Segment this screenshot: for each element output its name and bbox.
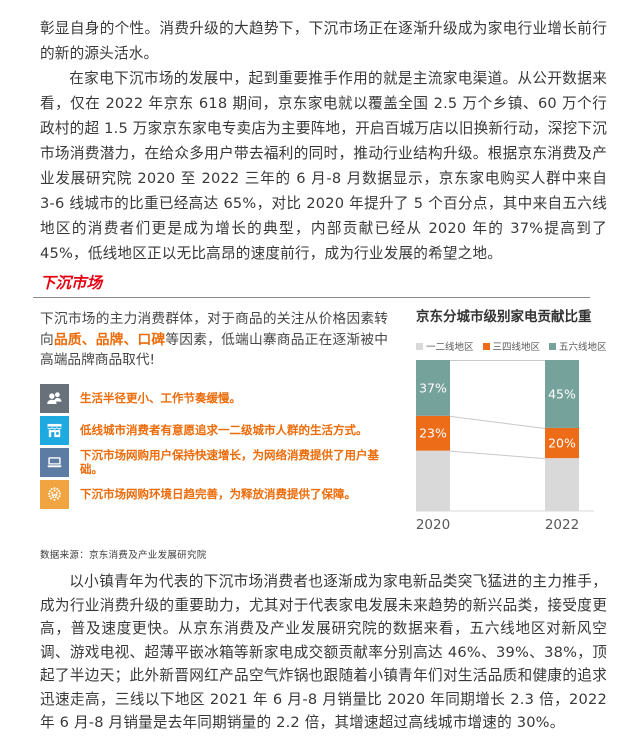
paragraph-2: 在家电下沉市场的发展中，起到重要推手作用的就是主流家电渠道。从公开数据来看，仅在… <box>40 70 607 262</box>
bullet-text: 下沉市场网购用户保持快速增长，为网络消费提供了用户基础。 <box>80 448 379 476</box>
bullet-row: 下沉市场网购用户保持快速增长，为网络消费提供了用户基础。 <box>40 447 388 477</box>
legend-label: 一二线地区 <box>426 342 474 353</box>
x-axis-label: 2022 <box>545 517 579 533</box>
legend-label: 五六线地区 <box>559 342 607 353</box>
chart-plot: 23% 37% 2020 20% 45% 2022 <box>416 360 594 533</box>
bar-segment-label: 23% <box>419 426 447 441</box>
people-icon <box>40 383 69 413</box>
bar-segment-label: 45% <box>548 386 576 401</box>
section-divider <box>33 297 590 298</box>
legend-item: 一二线地区 <box>416 339 474 353</box>
bar-segment <box>416 360 450 416</box>
bar-segment <box>545 458 579 511</box>
bullet-row: 下沉市场网购环境日趋完善，为释放消费提供了保障。 <box>40 479 388 509</box>
infographic-section: 下沉市场的主力消费群体，对于商品的关注从价格因素转向品质、品牌、口碑等因素，低端… <box>40 309 607 533</box>
bullet-row: 低线城市消费者有意愿追求一二级城市人群的生活方式。 <box>40 415 388 445</box>
section-title: 下沉市场 <box>40 274 103 292</box>
chart-plot-wrap: 23% 37% 2020 20% 45% 2022 <box>416 360 596 539</box>
legend-marker <box>482 342 490 350</box>
bullet-text: 低线城市消费者有意愿追求一二级城市人群的生活方式。 <box>80 423 368 437</box>
bar-segment <box>545 360 579 428</box>
infographic-left-column: 下沉市场的主力消费群体，对于商品的关注从价格因素转向品质、品牌、口碑等因素，低端… <box>40 309 388 512</box>
summary-highlight: 品质、品牌、口碑 <box>53 331 166 348</box>
bar-segment-label: 20% <box>548 436 576 451</box>
bullet-row: 生活半径更小、工作节奏缓慢。 <box>40 383 388 413</box>
summary-prefix: 下沉市场的主力消费群体，对于商品的关注从价格因素转向 <box>40 311 388 348</box>
network-icon <box>40 479 69 509</box>
chart-title: 京东分城市级别家电贡献比重 <box>416 309 592 325</box>
legend-marker <box>416 342 423 350</box>
bar-segment-label: 37% <box>419 380 447 395</box>
x-axis-label: 2020 <box>416 517 450 533</box>
bar-segment <box>416 450 450 511</box>
legend-label: 三四线地区 <box>492 342 541 353</box>
chart-legend: 一二线地区 三四线地区 五六线地区 <box>416 339 607 353</box>
bullet-list: 生活半径更小、工作节奏缓慢。 低线城市消费者有意愿追求一二级城市人群的生活方式。 <box>40 383 388 509</box>
paragraph-3: 以小镇青年为代表的下沉市场消费者也逐渐成为家电新品类突飞猛进的主力推手，成为行业… <box>40 573 607 731</box>
bar-segment <box>545 427 579 459</box>
bar-segment <box>416 415 450 451</box>
storefront-icon <box>40 415 69 445</box>
segment-connector-line <box>449 450 546 460</box>
chart-panel: 京东分城市级别家电贡献比重 一二线地区 三四线地区 五六线地区 23% 37% 2020… <box>416 309 607 539</box>
laptop-icon <box>40 447 69 477</box>
bullet-text: 生活半径更小、工作节奏缓慢。 <box>80 391 241 405</box>
summary-paragraph: 下沉市场的主力消费群体，对于商品的关注从价格因素转向品质、品牌、口碑等因素，低端… <box>40 309 388 371</box>
segment-connector-line <box>449 415 546 429</box>
paragraph-1: 彰显自身的个性。消费升级的大趋势下，下沉市场正在逐渐升级成为家电行业增长前行的新… <box>40 20 607 62</box>
data-source-note: 数据来源：京东消费及产业发展研究院 <box>40 550 207 561</box>
legend-item: 五六线地区 <box>549 339 607 353</box>
legend-marker <box>549 342 557 350</box>
legend-item: 三四线地区 <box>482 339 541 353</box>
bullet-text: 下沉市场网购环境日趋完善，为释放消费提供了保障。 <box>80 487 356 501</box>
summary-suffix: 等因素，低端山寨商品正在逐渐被中高端品牌商品取代! <box>40 331 388 369</box>
